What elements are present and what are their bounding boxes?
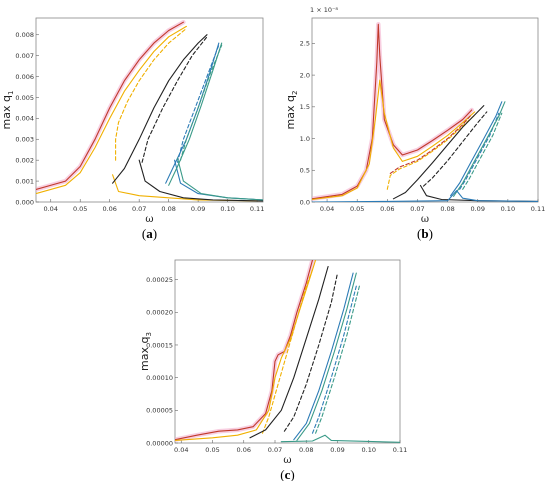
series-line-teal-solid (296, 272, 357, 441)
y-tick-label: 0.00000 (146, 439, 173, 447)
x-tick-label: 0.10 (362, 446, 376, 454)
y-tick-label: 2.0 (300, 71, 310, 79)
x-axis-label: ω (283, 455, 291, 466)
y-tick-label: 0.001 (15, 177, 34, 185)
series-line-teal-dashed (179, 44, 223, 161)
x-tick-label: 0.06 (380, 205, 394, 213)
y-tick-label: 0.007 (15, 52, 34, 60)
series-line-black-dashed (422, 111, 488, 187)
y-tick-label: 0.004 (15, 115, 34, 123)
y-tick-label: 0.00005 (146, 407, 173, 415)
series-group (312, 22, 538, 202)
plot-frame (311, 17, 539, 203)
y-tick-label: 0.0 (300, 198, 310, 206)
series-line-orange-solid (175, 260, 317, 441)
series-line-orange-solid (36, 25, 187, 195)
series-line-teal-solid (168, 42, 223, 186)
y-tick-label: 2.5 (300, 40, 310, 48)
series-line-blue-solid (450, 101, 503, 197)
x-tick-label: 0.09 (470, 205, 484, 213)
x-tick-label: 0.09 (330, 446, 344, 454)
series-group (36, 19, 263, 202)
y-tick-label: 0.00010 (146, 374, 173, 382)
series-line-orange-dashed (386, 114, 476, 190)
series-line-red-dashed (389, 113, 473, 174)
y-tick-label: 0.003 (15, 136, 34, 144)
x-tick-label: 0.07 (132, 205, 146, 213)
y-tick-label: 1.5 (300, 103, 310, 111)
x-tick-label: 0.08 (161, 205, 175, 213)
x-tick-label: 0.08 (440, 205, 454, 213)
series-line-blue-dashed (311, 285, 357, 434)
y-tick-label: 0.5 (300, 167, 310, 175)
series-line-black-dashed (141, 36, 208, 163)
x-tick-label: 0.10 (501, 205, 515, 213)
x-axis-label: ω (421, 214, 429, 225)
series-line-teal-dashed (462, 112, 503, 190)
series-line-teal-dashed (315, 285, 360, 434)
x-tick-label: 0.06 (102, 205, 116, 213)
panel-label: (b) (417, 226, 433, 241)
panel-label: (c) (280, 467, 294, 481)
y-axis-label: max q2 (284, 91, 299, 130)
series-line-orange-dashed (115, 27, 187, 161)
series-line-black-solid (138, 159, 263, 202)
y-tick-label: 0.008 (15, 31, 34, 39)
y-tick-label: 0.005 (15, 94, 34, 102)
series-line-blue-dashed (176, 44, 220, 163)
series-line-red-solid (36, 21, 184, 191)
x-tick-label: 0.11 (393, 446, 407, 454)
x-tick-label: 0.07 (268, 446, 282, 454)
x-tick-label: 0.08 (299, 446, 313, 454)
x-tick-label: 0.05 (73, 205, 87, 213)
y-tick-label: 0.002 (15, 156, 34, 164)
chart-panel-1: 0.04 0.05 0.06 0.07 0.08 0.09 0.10 0.11 0.000 0.0… (0, 17, 264, 241)
series-line-teal-solid (453, 101, 506, 197)
y-tick-label: 0.000 (15, 198, 34, 206)
x-tick-label: 0.11 (250, 205, 264, 213)
x-tick-label: 0.10 (220, 205, 234, 213)
series-line-orange-dashed (261, 269, 314, 434)
x-tick-label: 0.06 (237, 446, 251, 454)
panel-label: (a) (142, 226, 157, 241)
series-line-teal-solid (280, 434, 400, 443)
series-line-orange-solid (312, 79, 476, 201)
series-line-blue-solid (312, 190, 538, 202)
chart-panel-2: 0.04 0.05 0.06 0.07 0.08 0.09 0.10 0.11 0.0 0.5 1.… (284, 6, 545, 241)
series-line-black-solid (112, 34, 208, 184)
y-axis-label: max q3 (138, 332, 153, 371)
x-axis-label: ω (145, 214, 153, 225)
x-tick-label: 0.04 (174, 446, 188, 454)
x-tick-label: 0.09 (191, 205, 205, 213)
y-tick-label: 0.00015 (146, 341, 173, 349)
series-line-black-solid (249, 265, 329, 439)
series-line-black-dashed (283, 272, 339, 432)
x-tick-label: 0.11 (531, 205, 545, 213)
chart-panel-3: 0.04 0.05 0.06 0.07 0.08 0.09 0.10 0.11 0.00000 0… (138, 259, 407, 481)
series-line-blue-solid (293, 272, 354, 441)
x-tick-label: 0.05 (205, 446, 219, 454)
x-tick-label: 0.05 (350, 205, 364, 213)
y-tick-label: 0.00025 (146, 276, 173, 284)
series-group (175, 260, 400, 443)
series-line-black-solid (392, 105, 485, 200)
x-tick-label: 0.07 (410, 205, 424, 213)
x-tick-label: 0.04 (320, 205, 334, 213)
y-axis-multiplier: 1 × 10⁻⁸ (310, 6, 338, 14)
x-tick-label: 0.04 (43, 205, 57, 213)
y-axis-label: max q1 (0, 91, 15, 130)
series-line-red-solid (175, 260, 314, 441)
y-tick-label: 0.00020 (146, 309, 173, 317)
y-tick-label: 1.0 (300, 135, 310, 143)
y-tick-label: 0.006 (15, 73, 34, 81)
series-line-teal-solid (176, 157, 263, 201)
